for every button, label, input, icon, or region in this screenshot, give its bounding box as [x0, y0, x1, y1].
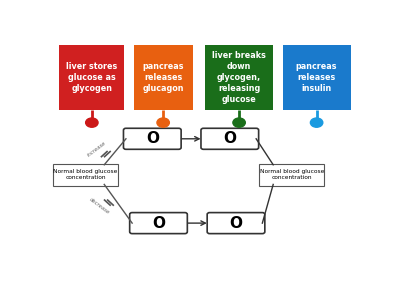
FancyBboxPatch shape	[205, 45, 273, 110]
Text: decrease: decrease	[88, 197, 111, 215]
Text: O: O	[152, 216, 165, 231]
FancyBboxPatch shape	[53, 164, 118, 186]
Text: Normal blood glucose
concentration: Normal blood glucose concentration	[54, 169, 118, 180]
Text: pancreas
releases
insulin: pancreas releases insulin	[296, 62, 337, 93]
FancyBboxPatch shape	[59, 45, 124, 110]
Text: O: O	[146, 131, 159, 146]
Circle shape	[310, 118, 323, 127]
FancyBboxPatch shape	[259, 164, 324, 186]
Text: increase: increase	[86, 141, 107, 158]
Text: liver breaks
down
glycogen,
releasing
glucose: liver breaks down glycogen, releasing gl…	[212, 51, 266, 104]
FancyBboxPatch shape	[134, 45, 193, 110]
FancyBboxPatch shape	[124, 128, 181, 149]
FancyBboxPatch shape	[282, 45, 351, 110]
Circle shape	[157, 118, 169, 127]
Text: O: O	[230, 216, 242, 231]
Text: Normal blood glucose
concentration: Normal blood glucose concentration	[260, 169, 324, 180]
FancyBboxPatch shape	[201, 128, 259, 149]
Text: liver stores
glucose as
glycogen: liver stores glucose as glycogen	[66, 62, 118, 93]
Text: pancreas
releases
glucagon: pancreas releases glucagon	[142, 62, 184, 93]
Circle shape	[233, 118, 245, 127]
Text: O: O	[223, 131, 236, 146]
FancyBboxPatch shape	[207, 213, 265, 234]
Circle shape	[86, 118, 98, 127]
FancyBboxPatch shape	[130, 213, 187, 234]
